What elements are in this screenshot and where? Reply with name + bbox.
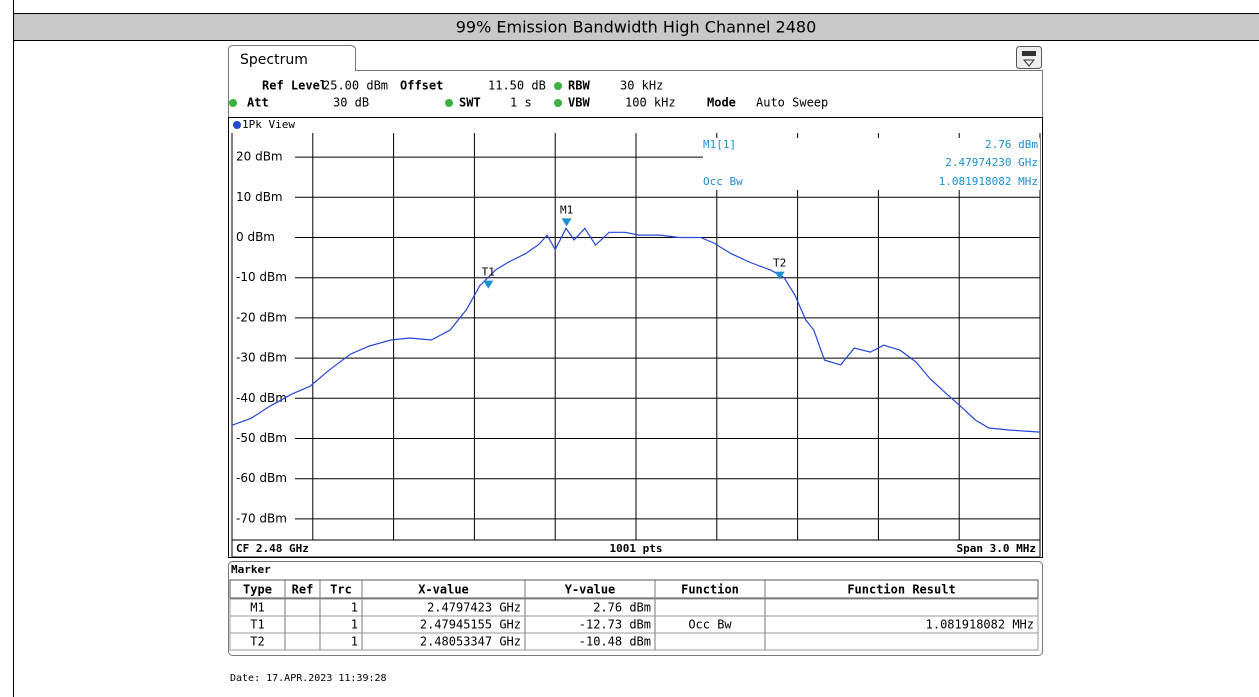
- setting-value: 1 s: [510, 96, 532, 110]
- table-row: [229, 632, 1039, 651]
- column-header: Function Result: [847, 583, 955, 597]
- header-title: 99% Emission Bandwidth High Channel 2480: [456, 18, 817, 37]
- readout-box: [703, 138, 1040, 190]
- setting-label: RBW: [568, 79, 590, 93]
- readout-result: 1.081918082 MHz: [939, 175, 1038, 188]
- table-cell: 1: [351, 635, 358, 649]
- footer-left: CF 2.48 GHz: [236, 542, 309, 555]
- setting-value: Auto Sweep: [756, 96, 828, 110]
- table-cell: Occ Bw: [688, 618, 732, 632]
- setting-label: Mode: [707, 96, 736, 110]
- header-bar: [13, 13, 1259, 41]
- column-header: Type: [243, 583, 272, 597]
- footer-right: Span 3.0 MHz: [957, 542, 1036, 555]
- y-tick-label: -50 dBm: [236, 431, 287, 445]
- view-dot: [233, 121, 241, 129]
- marker: [483, 280, 494, 289]
- setting-label: Ref Level: [262, 79, 327, 93]
- menu-icon[interactable]: [1016, 46, 1042, 69]
- y-tick-label: 10 dBm: [236, 190, 283, 204]
- status-dot: [445, 99, 453, 107]
- table-cell: 1.081918082 MHz: [926, 618, 1034, 632]
- y-tick-label: -70 dBm: [236, 511, 287, 525]
- setting-label: VBW: [568, 96, 590, 110]
- y-tick-label: -10 dBm: [236, 270, 287, 284]
- table-cell: T1: [250, 618, 264, 632]
- table-cell: 1: [351, 601, 358, 615]
- tab-label[interactable]: Spectrum: [240, 52, 308, 68]
- marker-label: M1: [560, 203, 573, 216]
- setting-value: 11.50 dB: [488, 79, 546, 93]
- view-label: 1Pk View: [242, 118, 295, 131]
- marker-title: Marker: [231, 563, 271, 576]
- setting-label: Offset: [400, 79, 443, 93]
- column-header: X-value: [418, 583, 469, 597]
- y-tick-label: 0 dBm: [236, 230, 275, 244]
- icon-part: [1022, 51, 1036, 56]
- readout-function: Occ Bw: [703, 175, 743, 188]
- setting-value: 100 kHz: [625, 96, 676, 110]
- status-dot: [554, 99, 562, 107]
- icon-part: [1022, 59, 1036, 67]
- table-cell: 2.48053347 GHz: [420, 635, 521, 649]
- marker: [561, 218, 572, 227]
- marker-label: T2: [773, 257, 786, 270]
- readout-marker: M1[1]: [703, 138, 736, 151]
- table-cell: 1: [351, 618, 358, 632]
- date: Date: 17.APR.2023 11:39:28: [230, 673, 387, 684]
- setting-value: 30 kHz: [620, 79, 663, 93]
- footer-center: 1001 pts: [610, 542, 663, 555]
- setting-label: Att: [247, 96, 269, 110]
- y-tick-label: -40 dBm: [236, 391, 287, 405]
- table-cell: 2.76 dBm: [593, 601, 651, 615]
- table-cell: -12.73 dBm: [579, 618, 651, 632]
- marker-label: T1: [482, 266, 495, 279]
- status-dot: [554, 82, 562, 90]
- y-tick-label: -20 dBm: [236, 310, 287, 324]
- y-tick-label: -60 dBm: [236, 471, 287, 485]
- column-header: Function: [681, 583, 739, 597]
- readout-level: 2.76 dBm: [985, 138, 1038, 151]
- table-cell: -10.48 dBm: [579, 635, 651, 649]
- table-cell: 2.4797423 GHz: [427, 601, 521, 615]
- table-header-bg: [229, 579, 1039, 599]
- y-tick-label: 20 dBm: [236, 150, 283, 164]
- status-dot: [229, 99, 237, 107]
- setting-label: SWT: [459, 96, 481, 110]
- marker: [774, 271, 785, 280]
- column-header: Y-value: [565, 583, 616, 597]
- table-cell: T2: [250, 635, 264, 649]
- y-tick-label: -30 dBm: [236, 351, 287, 365]
- tab[interactable]: [228, 45, 356, 71]
- setting-value: 25.00 dBm: [323, 79, 388, 93]
- column-header: Trc: [330, 583, 352, 597]
- readout-freq: 2.47974230 GHz: [945, 156, 1038, 169]
- column-header: Ref: [292, 583, 314, 597]
- setting-value: 30 dB: [333, 96, 369, 110]
- table-cell: M1: [250, 601, 264, 615]
- trace: [231, 227, 1041, 433]
- table-cell: 2.47945155 GHz: [420, 618, 521, 632]
